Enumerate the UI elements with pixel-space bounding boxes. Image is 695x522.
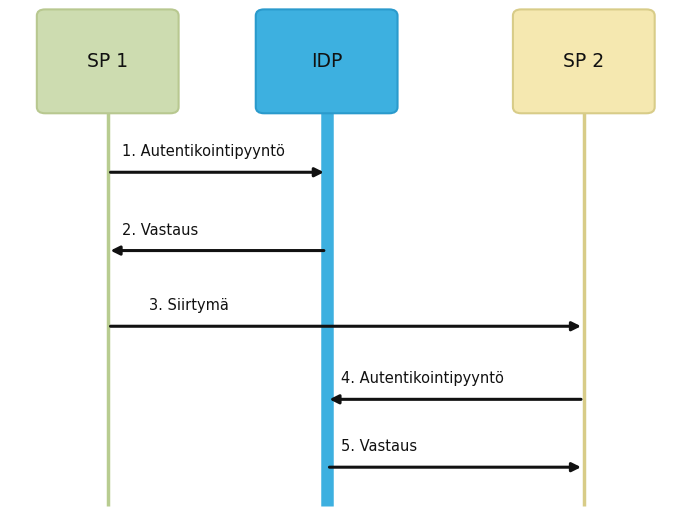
Text: SP 2: SP 2 (563, 52, 605, 71)
Text: 1. Autentikointipyyntö: 1. Autentikointipyyntö (122, 144, 284, 159)
FancyBboxPatch shape (37, 9, 179, 113)
Text: IDP: IDP (311, 52, 343, 71)
Text: 2. Vastaus: 2. Vastaus (122, 222, 198, 238)
Text: SP 1: SP 1 (87, 52, 129, 71)
FancyBboxPatch shape (513, 9, 655, 113)
Text: 4. Autentikointipyyntö: 4. Autentikointipyyntö (341, 371, 503, 386)
Text: 5. Vastaus: 5. Vastaus (341, 439, 417, 454)
Text: 3. Siirtymä: 3. Siirtymä (149, 298, 229, 313)
FancyBboxPatch shape (256, 9, 398, 113)
